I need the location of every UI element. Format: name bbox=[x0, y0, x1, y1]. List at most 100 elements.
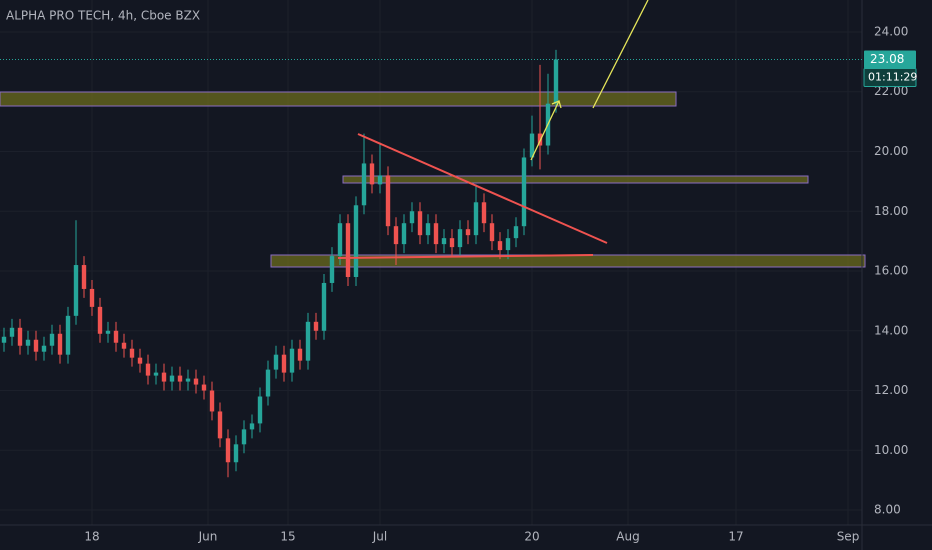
y-tick-label: 20.00 bbox=[874, 144, 908, 158]
x-tick-label: 18 bbox=[84, 530, 99, 544]
candle-body bbox=[233, 444, 239, 463]
y-tick-label: 16.00 bbox=[874, 264, 908, 278]
candle-body bbox=[57, 333, 63, 355]
candle-body bbox=[65, 315, 71, 355]
candle-body bbox=[273, 354, 279, 370]
candle-body bbox=[481, 202, 487, 224]
candle-body bbox=[113, 330, 119, 343]
candle-body bbox=[409, 211, 415, 224]
candle-body bbox=[225, 438, 231, 463]
candle-body bbox=[9, 327, 15, 337]
candle-body bbox=[73, 265, 79, 316]
candle-body bbox=[209, 390, 215, 412]
candle-body bbox=[297, 348, 303, 361]
candle-body bbox=[305, 321, 311, 361]
candle-body bbox=[265, 369, 271, 397]
candle-body bbox=[497, 241, 503, 251]
chart-title: ALPHA PRO TECH, 4h, Cboe BZX bbox=[6, 9, 200, 23]
zone bbox=[0, 91, 677, 107]
candle-body bbox=[329, 256, 335, 283]
candle-body bbox=[337, 223, 343, 257]
candle-body bbox=[321, 282, 327, 331]
candle-body bbox=[145, 363, 151, 376]
candle-body bbox=[489, 223, 495, 242]
x-tick-label: 15 bbox=[280, 530, 295, 544]
candle-body bbox=[425, 223, 431, 236]
trend-line bbox=[337, 254, 594, 259]
candle-body bbox=[401, 223, 407, 245]
x-tick-label: Aug bbox=[616, 530, 639, 544]
candle-body bbox=[217, 411, 223, 439]
candle-body bbox=[465, 229, 471, 236]
y-tick-label: 10.00 bbox=[874, 443, 908, 457]
candle-body bbox=[201, 384, 207, 391]
candle-body bbox=[49, 333, 55, 346]
candle-body bbox=[25, 339, 31, 346]
y-tick-label: 8.00 bbox=[874, 503, 901, 517]
candle-body bbox=[177, 375, 183, 382]
candle-body bbox=[473, 202, 479, 236]
candle-body bbox=[313, 321, 319, 331]
candle-body bbox=[185, 378, 191, 382]
x-tick-label: Sep bbox=[837, 530, 860, 544]
x-tick-label: 20 bbox=[524, 530, 539, 544]
trend-line bbox=[357, 133, 608, 244]
candle-body bbox=[97, 306, 103, 334]
candle-body bbox=[369, 163, 375, 185]
candle-body bbox=[249, 423, 255, 430]
candle-body bbox=[41, 345, 47, 352]
candle-body bbox=[345, 223, 351, 277]
countdown-label: 01:11:29 bbox=[868, 70, 917, 83]
candle-body bbox=[129, 348, 135, 358]
candle-body bbox=[105, 330, 111, 334]
x-tick-label: Jul bbox=[372, 530, 387, 544]
y-tick-label: 18.00 bbox=[874, 204, 908, 218]
candle-body bbox=[457, 229, 463, 248]
y-tick-label: 14.00 bbox=[874, 323, 908, 337]
x-tick-label: 17 bbox=[728, 530, 743, 544]
y-tick-label: 22.00 bbox=[874, 84, 908, 98]
zone bbox=[342, 175, 809, 184]
candle-body bbox=[393, 226, 399, 245]
candle-body bbox=[89, 288, 95, 307]
candle-body bbox=[553, 59, 559, 104]
candle-body bbox=[241, 429, 247, 445]
candle-body bbox=[441, 238, 447, 245]
candle-body bbox=[513, 226, 519, 239]
candle-body bbox=[193, 378, 199, 385]
candle-body bbox=[153, 372, 159, 376]
candle-body bbox=[417, 211, 423, 236]
candle-body bbox=[449, 238, 455, 248]
last-price-box bbox=[864, 50, 916, 69]
candle-body bbox=[289, 348, 295, 373]
candle-body bbox=[529, 133, 535, 158]
y-tick-label: 12.00 bbox=[874, 383, 908, 397]
candle-body bbox=[505, 238, 511, 251]
candle-body bbox=[161, 372, 167, 382]
candle-body bbox=[17, 327, 23, 346]
countdown-box bbox=[863, 67, 917, 87]
candle-body bbox=[257, 396, 263, 424]
projection-line bbox=[592, 0, 649, 109]
arrow-line bbox=[530, 100, 560, 161]
x-tick-label: Jun bbox=[198, 530, 218, 544]
candle-body bbox=[361, 163, 367, 206]
candle-body bbox=[121, 342, 127, 349]
candle-body bbox=[33, 339, 39, 352]
candle-body bbox=[377, 175, 383, 185]
candle-body bbox=[521, 157, 527, 227]
candle-body bbox=[1, 336, 7, 343]
candle-body bbox=[169, 375, 175, 382]
arrow-head bbox=[551, 100, 562, 109]
last-price-label: 23.08 bbox=[870, 52, 904, 66]
candle-body bbox=[81, 265, 87, 289]
candle-body bbox=[385, 175, 391, 227]
candle-body bbox=[281, 354, 287, 373]
candle-body bbox=[353, 205, 359, 277]
y-tick-label: 24.00 bbox=[874, 24, 908, 38]
candle-body bbox=[137, 357, 143, 364]
candle-body bbox=[433, 223, 439, 245]
